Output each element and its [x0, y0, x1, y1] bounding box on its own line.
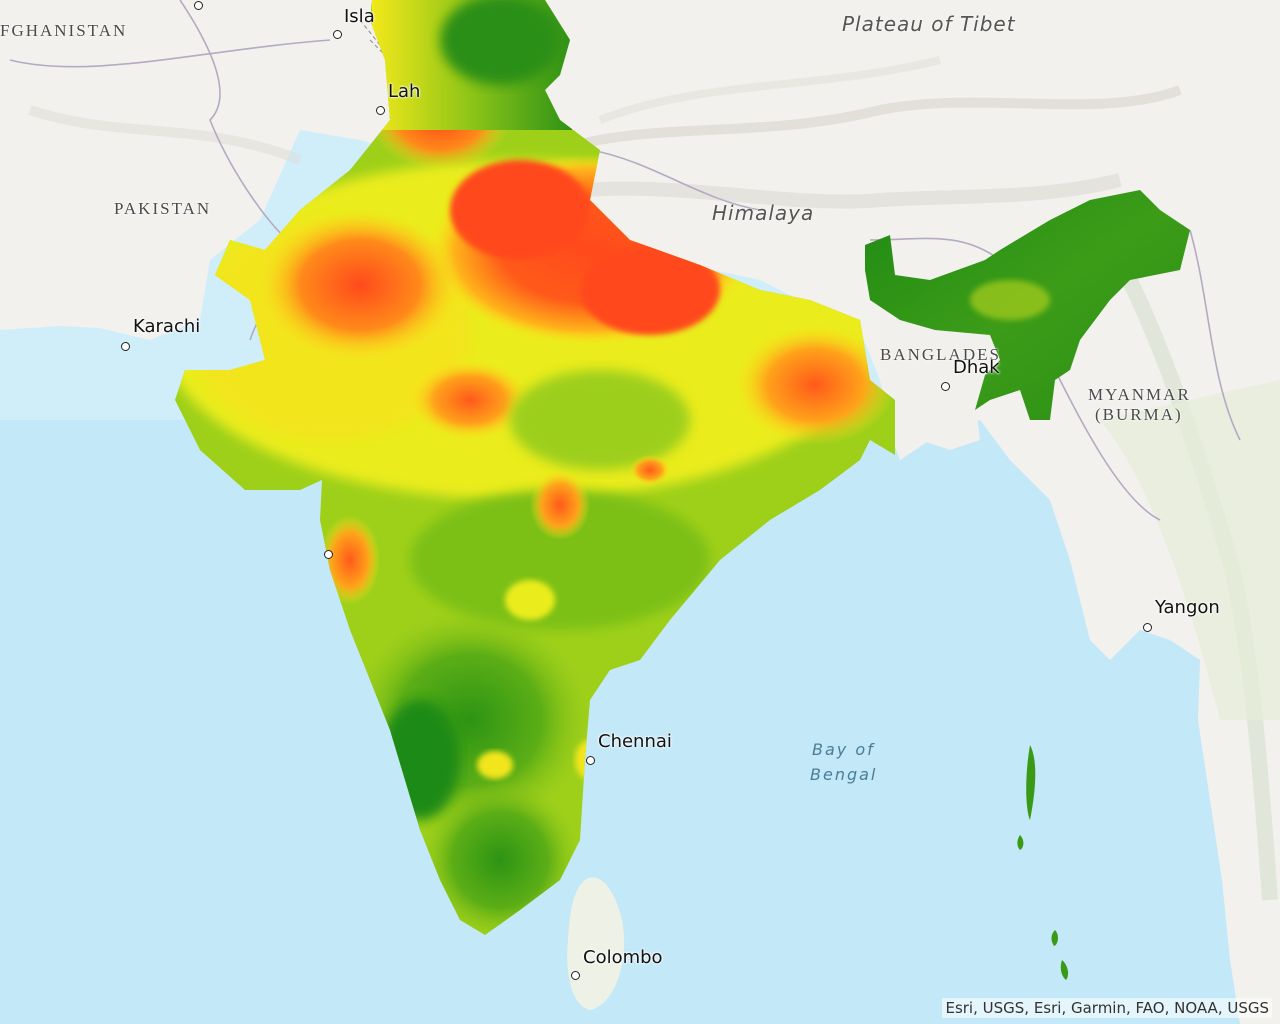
sri-lanka [567, 877, 625, 1010]
label-plateau-of-tibet: Plateau of Tibet [842, 12, 1016, 36]
label-colombo: Colombo [583, 947, 663, 968]
city-marker-islamabad [333, 30, 342, 39]
label-bay-of: Bay of [812, 740, 875, 759]
label-islamabad: Isla [344, 6, 375, 27]
label-lahore: Lah [388, 81, 421, 102]
city-marker-chennai [586, 756, 595, 765]
city-marker-dhaka [941, 382, 950, 391]
label-myanmar: MYANMAR [1088, 385, 1191, 404]
label-karachi: Karachi [133, 316, 201, 337]
label-pakistan: PAKISTAN [114, 199, 212, 218]
label-chennai: Chennai [598, 731, 672, 752]
city-marker-karachi [121, 342, 130, 351]
label-bangladesh: BANGLADES [880, 345, 1001, 364]
city-marker-yangon [1143, 623, 1152, 632]
label-afghanistan: FGHANISTAN [0, 21, 128, 40]
city-marker-colombo [571, 971, 580, 980]
bangladesh [880, 300, 1000, 460]
label-myanmar-burma: (BURMA) [1095, 405, 1183, 424]
label-dhaka: Dhak [953, 357, 1000, 378]
city-marker-lahore [376, 106, 385, 115]
label-bengal: Bengal [810, 765, 878, 784]
map-attribution[interactable]: Esri, USGS, Esri, Garmin, FAO, NOAA, USG… [942, 998, 1272, 1018]
label-himalaya: Himalaya [712, 201, 815, 225]
city-marker [194, 1, 203, 10]
label-yangon: Yangon [1155, 597, 1220, 618]
city-marker-mumbai [324, 550, 333, 559]
